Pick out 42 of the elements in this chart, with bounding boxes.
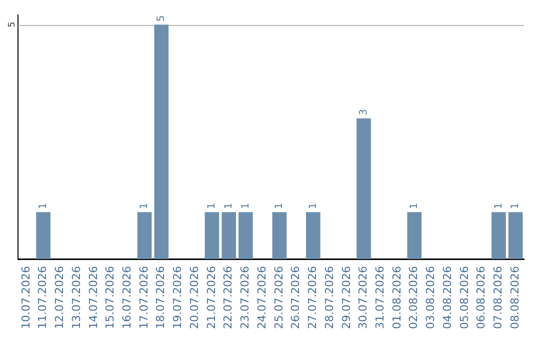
x-tick-label: 18.07.2026 — [154, 266, 168, 330]
x-tick-label: 31.07.2026 — [373, 266, 386, 330]
x-tick-label: 24.07.2026 — [255, 266, 268, 330]
x-tick-label: 28.07.2026 — [322, 266, 336, 330]
data-label: 1 — [274, 202, 286, 210]
x-tick-label: 12.07.2026 — [53, 266, 66, 330]
x-tick-label: 14.07.2026 — [86, 266, 100, 330]
data-label: 1 — [493, 202, 504, 210]
x-tick-label: 25.07.2026 — [272, 266, 286, 330]
x-tick-label: 17.07.2026 — [137, 266, 150, 330]
x-tick-label: 11.07.2026 — [36, 266, 50, 330]
x-tick-label: 20.07.2026 — [188, 266, 201, 330]
x-tick-label: 05.08.2026 — [458, 266, 471, 330]
x-tick-label: 27.07.2026 — [306, 266, 320, 330]
data-label: 1 — [308, 202, 319, 210]
data-label: 1 — [240, 202, 252, 210]
x-tick-label: 22.07.2026 — [222, 266, 235, 330]
x-tick-label: 03.08.2026 — [424, 266, 438, 330]
x-tick-label: 01.08.2026 — [390, 266, 404, 330]
data-label: 1 — [139, 202, 150, 210]
x-tick-label: 16.07.2026 — [120, 266, 134, 330]
x-tick-label: 13.07.2026 — [70, 266, 83, 330]
data-label: 1 — [510, 202, 522, 210]
data-label: 5 — [156, 15, 167, 22]
x-tick-label: 29.07.2026 — [340, 266, 353, 330]
data-label: 1 — [408, 202, 420, 210]
x-tick-label: 15.07.2026 — [104, 266, 117, 330]
x-tick-label: 04.08.2026 — [440, 266, 454, 330]
data-label: 3 — [358, 108, 370, 116]
data-label: 1 — [206, 202, 218, 210]
x-tick-label: 10.07.2026 — [19, 266, 32, 330]
x-tick-label: 30.07.2026 — [356, 266, 370, 330]
data-label: 1 — [223, 202, 234, 210]
x-tick-label: 07.08.2026 — [492, 266, 505, 330]
x-tick-label: 08.08.2026 — [508, 266, 522, 330]
x-tick-label: 06.08.2026 — [474, 266, 488, 330]
data-label: 1 — [38, 202, 49, 210]
x-tick-label: 26.07.2026 — [289, 266, 302, 330]
x-tick-label: 21.07.2026 — [204, 266, 218, 330]
x-tick-label: 23.07.2026 — [238, 266, 252, 330]
x-tick-label: 19.07.2026 — [171, 266, 184, 330]
x-tick-label: 02.08.2026 — [407, 266, 420, 330]
